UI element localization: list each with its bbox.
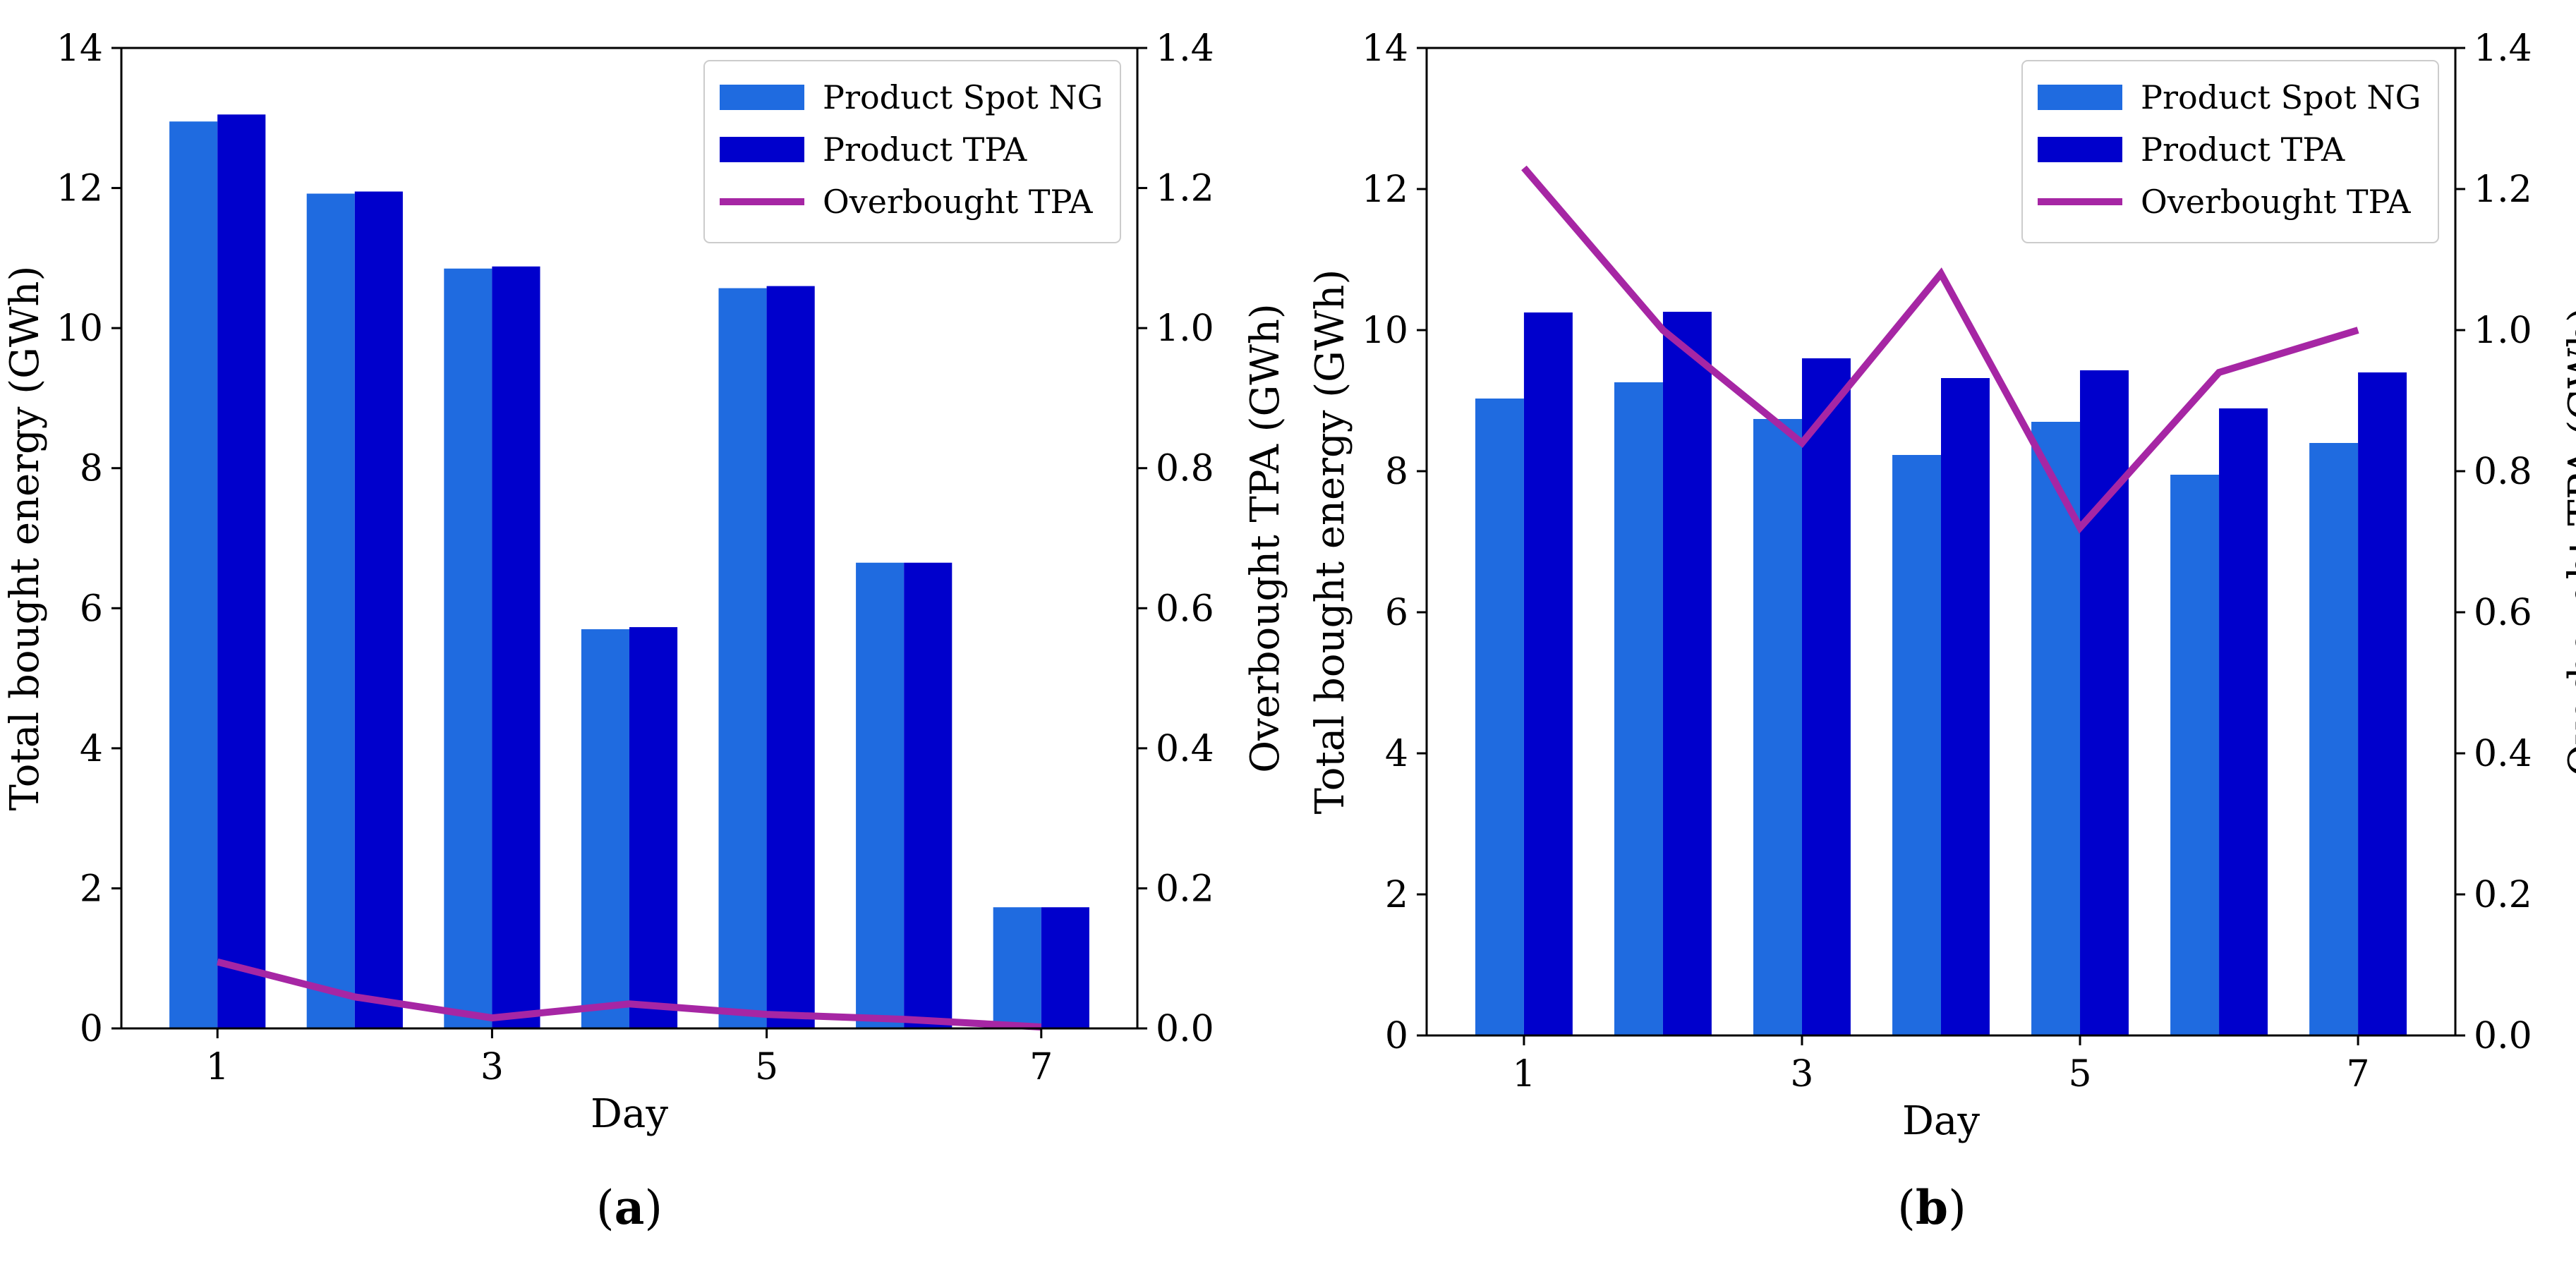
x-tick-label: 1: [1512, 1053, 1535, 1095]
legend-label: Product Spot NG: [2141, 78, 2421, 116]
y-tick-label: 12: [1362, 169, 1408, 211]
bar-spot-ng-day-2: [306, 193, 355, 1028]
y2-tick-label: 0.8: [1156, 448, 1214, 490]
bar-tpa-day-2: [1662, 312, 1712, 1035]
bar-spot-ng-day-1: [1475, 399, 1524, 1035]
bar-tpa-day-7: [2358, 372, 2407, 1035]
x-tick-label: 1: [206, 1046, 229, 1088]
bar-tpa-day-5: [766, 286, 815, 1029]
y2-tick-label: 1.4: [1156, 28, 1214, 70]
legend-label: Overbought TPA: [2141, 183, 2411, 221]
bar-spot-ng-day-7: [993, 907, 1041, 1028]
bar-tpa-day-5: [2080, 370, 2129, 1035]
y-tick-label: 8: [1385, 451, 1408, 493]
bar-tpa-day-2: [354, 191, 403, 1029]
y2-tick-label: 0.4: [1156, 728, 1214, 770]
y-tick-label: 14: [56, 28, 103, 70]
y2-tick-label: 0.2: [1156, 868, 1214, 910]
y-tick-label: 12: [56, 168, 103, 210]
x-tick-label: 5: [755, 1046, 778, 1088]
bar-tpa-day-3: [1801, 358, 1851, 1035]
bar-spot-ng-day-7: [2309, 443, 2359, 1035]
bar-tpa-day-6: [2219, 408, 2268, 1035]
panel-label: (b): [1897, 1180, 1966, 1235]
chart-panel-a: 0 2 4 6 8 10 12 14 0.0 0.2 0.4 0.6 0.8 1.0 1.2 1.4 1 3 5 7 D…: [2, 28, 1288, 1235]
y-tick-label: 10: [1362, 310, 1408, 352]
bar-tpa-day-1: [217, 114, 266, 1029]
y-tick-label: 8: [80, 448, 103, 490]
y2-tick-label: 0.0: [1156, 1008, 1214, 1050]
legend-swatch-spot-ng: [720, 85, 804, 110]
y-tick-label: 0: [80, 1008, 103, 1050]
y2-axis-label: Overbought TPA (GWh): [1242, 303, 1288, 773]
y-tick-label: 2: [80, 868, 103, 910]
legend-label: Overbought TPA: [823, 183, 1093, 221]
x-tick-label: 7: [1029, 1046, 1053, 1088]
y2-tick-label: 1.2: [2474, 169, 2532, 211]
y2-tick-label: 0.6: [1156, 588, 1214, 630]
y2-tick-label: 1.0: [1156, 308, 1214, 350]
bar-spot-ng-day-4: [1892, 455, 1941, 1035]
bar-spot-ng-day-5: [718, 288, 767, 1028]
y-tick-label: 0: [1385, 1015, 1408, 1057]
bar-spot-ng-day-5: [2031, 422, 2081, 1035]
legend-label: Product TPA: [823, 130, 1027, 169]
y-axis-label: Total bought energy (GWh): [2, 266, 48, 811]
legend-box: [703, 60, 1121, 243]
bar-spot-ng-day-2: [1614, 382, 1663, 1035]
x-tick-label: 7: [2347, 1053, 2370, 1095]
bar-tpa-day-3: [492, 266, 540, 1028]
overbought-tpa-line: [216, 958, 1042, 1031]
legend-box: [2021, 60, 2439, 243]
legend-label: Product Spot NG: [823, 78, 1103, 116]
legend-swatch-spot-ng: [2038, 85, 2122, 110]
y-tick-label: 10: [56, 308, 103, 350]
chart-panel-b: 0 2 4 6 8 10 12 14 0.0 0.2 0.4 0.6 0.8 1.0 1.2 1.4 1 3 5 7 D…: [1307, 28, 2576, 1235]
x-tick-label: 5: [2068, 1053, 2091, 1095]
y-axis-label: Total bought energy (GWh): [1307, 269, 1353, 815]
y2-axis-label: Overbought TPA (GWh): [2560, 307, 2576, 777]
legend-swatch-tpa: [720, 137, 804, 162]
x-axis-label: Day: [591, 1091, 668, 1137]
bar-spot-ng-day-1: [169, 121, 218, 1028]
legend-swatch-tpa: [2038, 137, 2122, 162]
bar-tpa-day-1: [1523, 312, 1573, 1035]
bar-tpa-day-4: [1941, 378, 1990, 1035]
y-tick-label: 6: [80, 588, 103, 630]
x-axis-label: Day: [1902, 1098, 1980, 1144]
bar-tpa-day-7: [1041, 907, 1089, 1028]
y2-tick-label: 1.2: [1156, 168, 1214, 210]
y-tick-label: 4: [1385, 733, 1408, 775]
plot-frame: [120, 47, 1139, 1030]
y2-tick-label: 0.0: [2474, 1015, 2532, 1057]
overbought-tpa-line: [1521, 165, 2359, 534]
y2-tick-label: 0.4: [2474, 733, 2532, 775]
bar-spot-ng-day-3: [1753, 419, 1802, 1035]
y-tick-label: 4: [80, 728, 103, 770]
y2-tick-label: 0.2: [2474, 874, 2532, 916]
y2-tick-label: 0.8: [2474, 451, 2532, 493]
x-tick-label: 3: [480, 1046, 504, 1088]
y2-tick-label: 0.6: [2474, 592, 2532, 634]
y-tick-label: 6: [1385, 592, 1408, 634]
y-tick-label: 14: [1362, 28, 1408, 70]
y2-tick-label: 1.0: [2474, 310, 2532, 352]
bar-tpa-day-6: [904, 562, 953, 1028]
x-tick-label: 3: [1790, 1053, 1813, 1095]
bar-spot-ng-day-6: [856, 562, 905, 1028]
plot-frame: [1425, 47, 2457, 1037]
panel-label: (a): [596, 1180, 663, 1235]
bar-spot-ng-day-3: [444, 268, 492, 1028]
y2-tick-label: 1.4: [2474, 28, 2532, 70]
bar-tpa-day-4: [629, 627, 678, 1028]
bar-spot-ng-day-4: [581, 629, 629, 1028]
legend-label: Product TPA: [2141, 130, 2345, 169]
bar-spot-ng-day-6: [2170, 475, 2220, 1035]
y-tick-label: 2: [1385, 874, 1408, 916]
